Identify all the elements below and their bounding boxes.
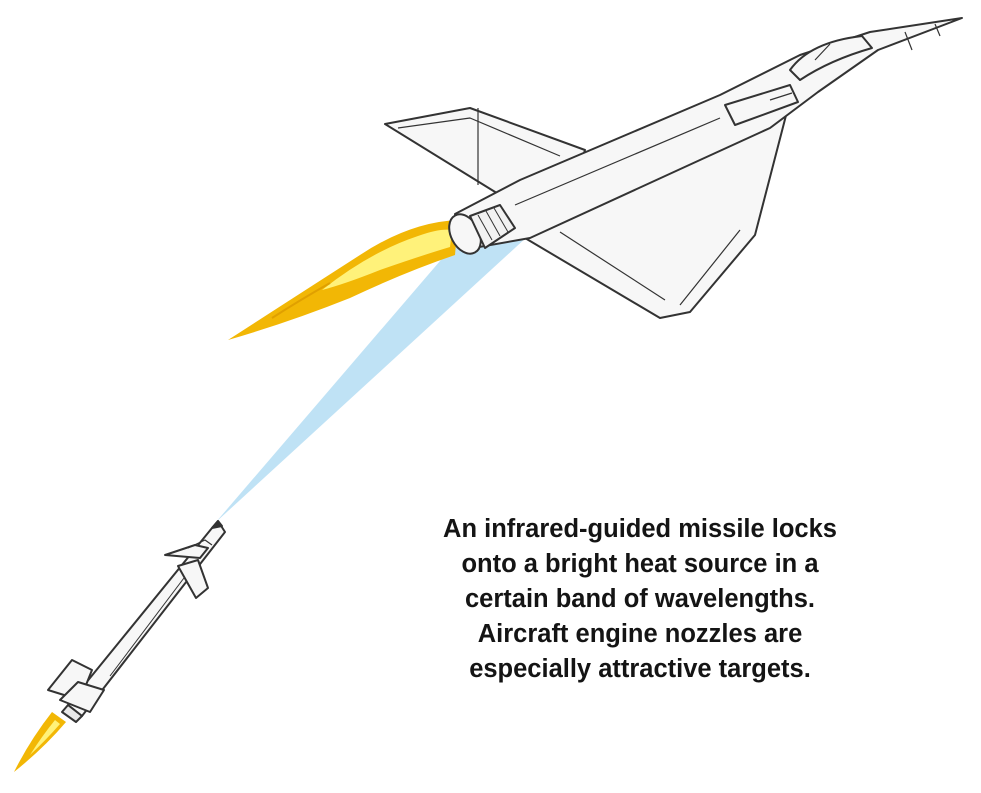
jet-exhaust-plume xyxy=(228,220,458,340)
caption-line-5: especially attractive targets. xyxy=(469,655,811,683)
caption-line-2: onto a bright heat source in a xyxy=(461,550,819,578)
infrared-beam xyxy=(216,236,528,522)
caption-line-4: Aircraft engine nozzles are xyxy=(477,620,803,648)
delta-wing-jet-icon xyxy=(384,17,963,319)
diagram-caption: An infrared-guided missile locks onto a … xyxy=(405,512,875,687)
caption-line-1: An infrared-guided missile locks xyxy=(443,515,837,543)
missile-exhaust-plume xyxy=(14,712,66,772)
air-to-air-missile-icon xyxy=(47,520,226,723)
caption-line-3: certain band of wavelengths. xyxy=(465,585,815,613)
